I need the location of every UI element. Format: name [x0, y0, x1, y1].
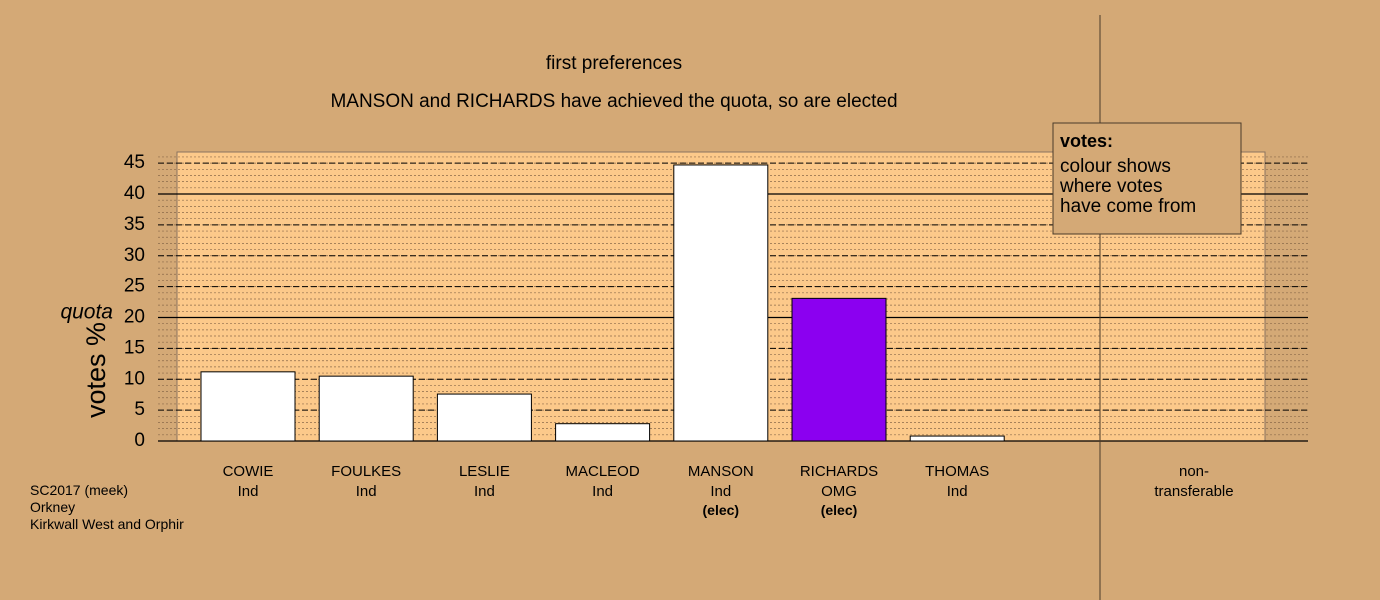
footnote-line: Orkney — [30, 499, 75, 515]
x-tick-label: RICHARDS — [800, 463, 878, 480]
y-tick-label: 45 — [124, 152, 145, 173]
bar — [436, 393, 532, 442]
party-label: Ind — [947, 483, 968, 500]
legend-line: where votes — [1059, 176, 1162, 197]
x-tick-label: FOULKES — [331, 463, 401, 480]
y-tick-label: 30 — [124, 245, 145, 266]
legend-line: have come from — [1060, 196, 1196, 217]
chart-title: first preferences — [546, 53, 682, 74]
party-label: Ind — [592, 483, 613, 500]
status-label: (elec) — [703, 502, 740, 518]
x-tick-line: non- — [1179, 463, 1209, 480]
y-tick-label: 35 — [124, 214, 145, 235]
y-tick-label: 40 — [124, 183, 145, 204]
status-label: (elec) — [821, 502, 858, 518]
x-tick-label: non-transferable — [1154, 463, 1233, 500]
legend-box — [1052, 122, 1242, 235]
footnote: SC2017 (meek) Orkney Kirkwall West and Orp… — [30, 482, 184, 532]
x-tick-line: transferable — [1154, 483, 1233, 500]
y-tick-label: 20 — [124, 307, 145, 328]
party-label: Ind — [356, 483, 377, 500]
x-tick-label: MACLEOD — [566, 463, 640, 480]
legend-line: colour shows — [1060, 156, 1171, 177]
x-tick-label: THOMAS — [925, 463, 989, 480]
y-tick-label: 10 — [124, 368, 145, 389]
legend-title: votes: — [1060, 131, 1113, 151]
bars: COWIE Ind FOULKES Ind LESLIE Ind MACLEOD Ind MAN… — [200, 164, 1234, 518]
legend-text: colour shows where votes have come from — [1059, 156, 1196, 217]
bar — [318, 375, 414, 442]
quota-label: quota — [60, 300, 113, 323]
bar — [791, 297, 887, 442]
footnote-line: Kirkwall West and Orphir — [30, 516, 184, 532]
footnote-line: SC2017 (meek) — [30, 482, 128, 498]
y-tick-label: 15 — [124, 337, 145, 358]
y-tick-label: 5 — [134, 399, 145, 420]
bar — [673, 164, 769, 442]
x-tick-label: MANSON — [688, 463, 754, 480]
bar — [909, 435, 1005, 442]
bar — [555, 423, 651, 442]
party-label: Ind — [710, 483, 731, 500]
y-tick-label: 25 — [124, 276, 145, 297]
y-tick-label: 0 — [134, 430, 145, 451]
bar — [200, 371, 296, 442]
y-axis-label: votes % — [81, 322, 111, 418]
x-tick-label: COWIE — [223, 463, 274, 480]
party-label: Ind — [474, 483, 495, 500]
x-tick-label: LESLIE — [459, 463, 510, 480]
party-label: Ind — [238, 483, 259, 500]
party-label: OMG — [821, 483, 857, 500]
chart-subtitle: MANSON and RICHARDS have achieved the qu… — [330, 91, 897, 112]
